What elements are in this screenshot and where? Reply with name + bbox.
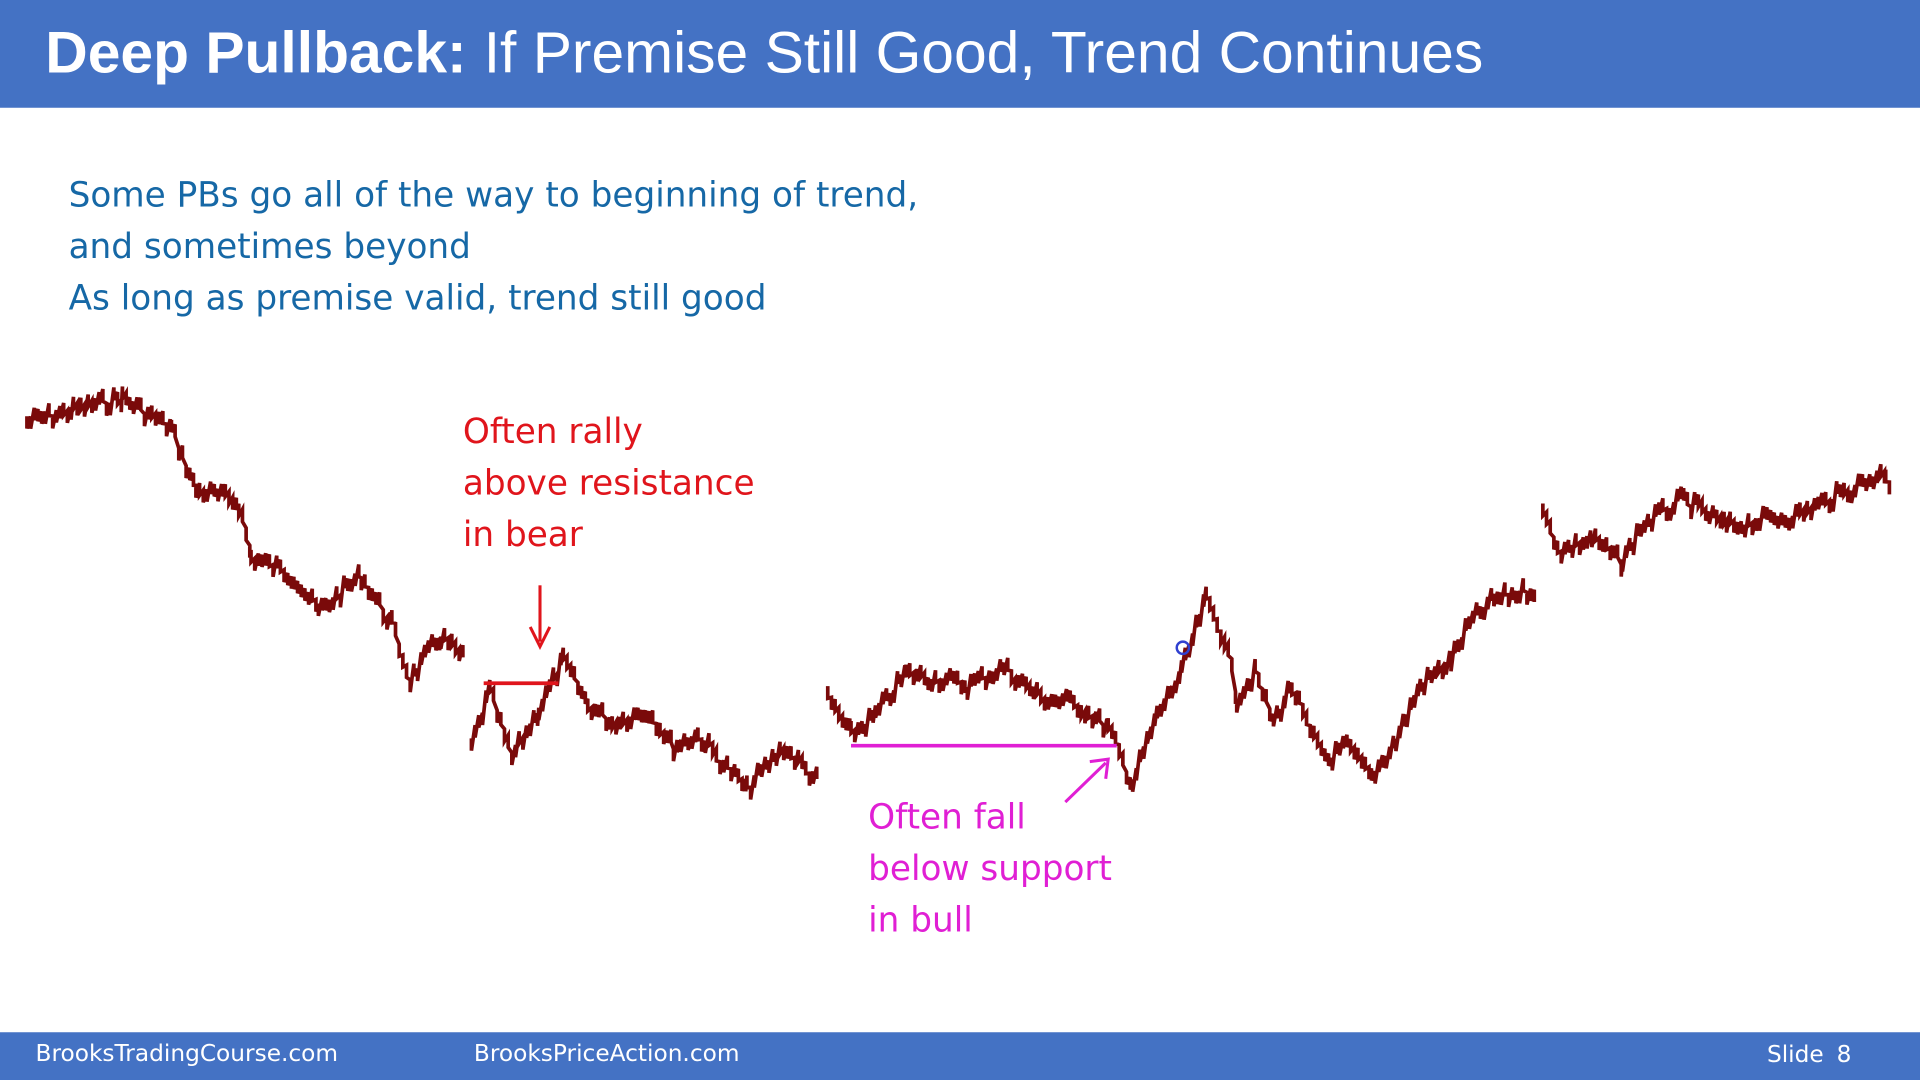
annotation-line: in bull	[868, 901, 973, 941]
slide-title: Deep Pullback: If Premise Still Good, Tre…	[45, 20, 1483, 85]
header-bar	[0, 0, 1920, 108]
price-chart	[25, 386, 1892, 800]
annotation-line: Often rally	[463, 412, 643, 452]
body-line: As long as premise valid, trend still go…	[69, 279, 767, 319]
title-bold: Deep Pullback:	[45, 20, 466, 85]
support-arrow	[1064, 761, 1107, 804]
footer-center: BrooksPriceAction.com	[474, 1040, 740, 1067]
slide-number: 8	[1837, 1041, 1852, 1068]
price-path	[1541, 463, 1892, 577]
body-line: Some PBs go all of the way to beginning …	[69, 176, 919, 216]
footer-left: BrooksTradingCourse.com	[36, 1040, 339, 1067]
annotation-line: above resistance	[463, 463, 755, 503]
annotation-line: Often fall	[868, 798, 1026, 838]
body-line: and sometimes beyond	[69, 227, 471, 267]
cursor	[1175, 640, 1191, 656]
footer-bar	[0, 1032, 1920, 1080]
price-path	[469, 647, 819, 800]
price-path	[825, 578, 1537, 793]
slide-label: Slide	[1767, 1041, 1824, 1068]
support-arrow-head	[1089, 757, 1110, 779]
price-path	[25, 386, 465, 693]
annotation-line: below support	[868, 849, 1112, 889]
title-rest: If Premise Still Good, Trend Continues	[484, 20, 1483, 85]
resistance-arrow-head	[528, 626, 552, 650]
annotation-line: in bear	[463, 515, 584, 555]
